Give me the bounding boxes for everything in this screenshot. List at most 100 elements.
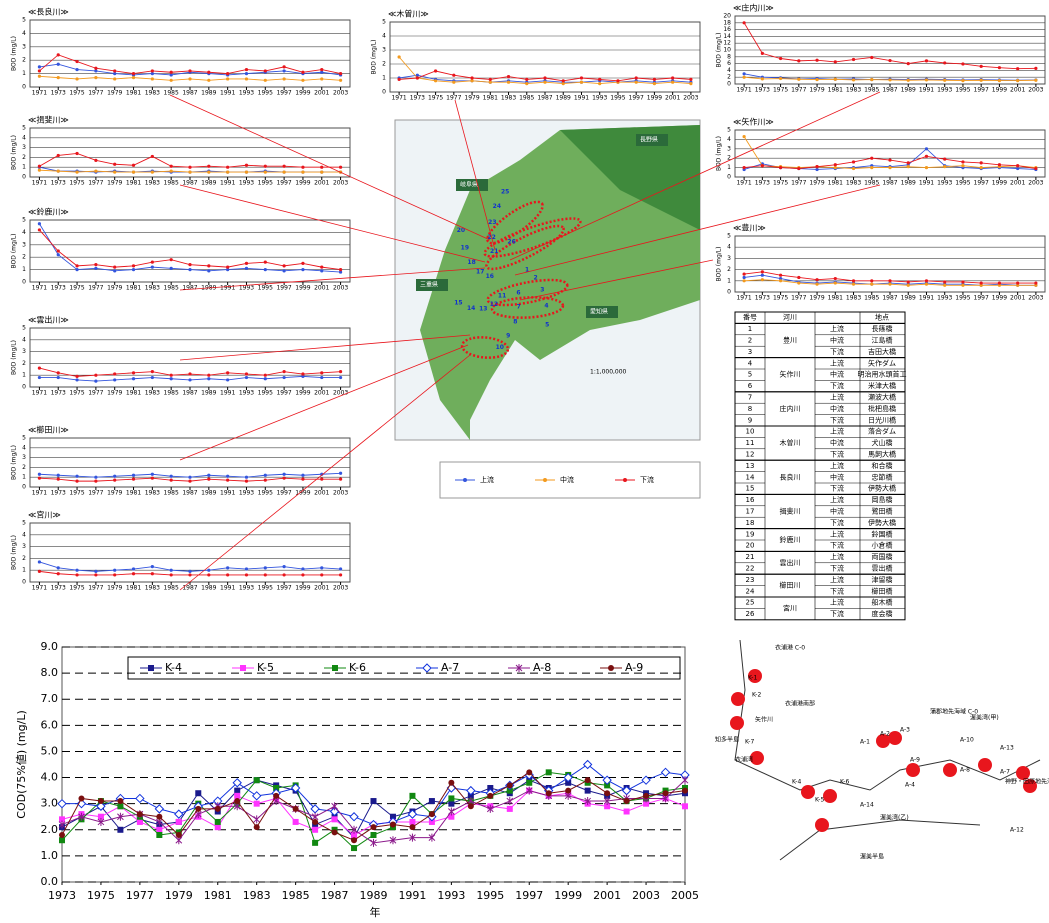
y-tick-label: 2.0 (41, 823, 59, 836)
x-tick-label: 1979 (107, 490, 122, 497)
data-point (370, 838, 377, 847)
data-point (207, 264, 211, 268)
data-point (961, 280, 965, 284)
data-point (833, 166, 837, 170)
y-tick-label: 4 (22, 531, 26, 538)
data-point (641, 775, 651, 785)
data-point (282, 370, 286, 374)
basin-outline (483, 217, 582, 258)
data-point (448, 807, 455, 816)
data-point (350, 825, 358, 834)
y-tick-label: 5 (22, 325, 26, 332)
legend-marker (543, 478, 547, 482)
x-tick-label: 1995 (258, 90, 273, 97)
y-tick-label: 2 (22, 254, 26, 261)
data-point (113, 269, 117, 273)
x-tick-label: 1993 (239, 180, 254, 187)
data-point (338, 471, 343, 475)
data-point (997, 283, 1002, 287)
y-tick-label: 9.0 (41, 640, 59, 653)
table-station: 伊勢大橋 (868, 484, 896, 493)
x-tick-label: 1991 (919, 180, 934, 187)
station-number: 15 (454, 300, 462, 307)
data-point (452, 73, 456, 77)
data-point (150, 154, 154, 159)
table-no: 17 (746, 508, 755, 516)
table-no: 24 (746, 587, 755, 595)
data-point (888, 58, 892, 63)
x-tick-label: 1971 (391, 95, 406, 102)
station-dot (748, 669, 762, 683)
x-tick-label: 2001 (314, 390, 329, 397)
legend-marker (240, 665, 246, 671)
table-no: 2 (748, 337, 752, 345)
x-tick-label: 1987 (182, 285, 197, 292)
legend-marker (608, 665, 614, 671)
data-point (263, 573, 267, 577)
x-tick-label: 2001 (314, 90, 329, 97)
x-tick-label: 1999 (295, 585, 310, 592)
x-tick-label: 1997 (276, 90, 291, 97)
chart-title: ≪庄内川≫ (733, 3, 774, 13)
data-point (188, 378, 192, 382)
data-point (226, 165, 230, 169)
table-reach: 上流 (830, 529, 844, 538)
bay-label: K-7 (745, 739, 754, 746)
x-tick-label: 1973 (48, 889, 76, 902)
x-tick-label: 1999 (554, 889, 582, 902)
data-point (188, 170, 192, 174)
y-axis-label: BOD (mg/L) (11, 445, 18, 480)
data-point (58, 820, 66, 829)
bay-label: 衣浦湾 (735, 756, 753, 764)
data-point (150, 170, 154, 174)
data-point (56, 375, 60, 380)
data-point (37, 228, 42, 232)
x-tick-label: 1987 (182, 585, 197, 592)
data-point (244, 475, 249, 479)
data-point (226, 474, 230, 478)
y-tick-label: 6 (727, 60, 731, 67)
data-point (301, 268, 305, 272)
data-point (56, 473, 60, 477)
data-point (150, 472, 154, 476)
table-no: 10 (746, 428, 755, 436)
y-tick-label: 2 (22, 360, 26, 367)
x-tick-label: 1971 (32, 90, 47, 97)
data-point (253, 800, 260, 807)
x-tick-label: 1983 (846, 295, 861, 302)
table-station: 犬山橋 (872, 438, 893, 447)
data-point (226, 170, 230, 174)
data-point (433, 69, 438, 73)
data-point (833, 276, 837, 281)
x-tick-label: 1987 (882, 180, 897, 187)
prefecture-label: 長野県 (640, 136, 658, 144)
table-station: 津留橋 (872, 575, 893, 584)
data-point (226, 268, 230, 272)
data-point (169, 258, 173, 262)
x-tick-label: 1981 (483, 95, 498, 102)
data-point (301, 165, 305, 169)
connector (169, 94, 491, 241)
data-point (169, 73, 173, 77)
data-point (634, 76, 638, 80)
table-reach: 中流 (830, 336, 844, 345)
data-point (428, 818, 435, 825)
connector (179, 344, 469, 461)
data-point (263, 373, 267, 377)
data-point (488, 80, 492, 84)
table-no: 8 (748, 405, 752, 413)
x-tick-label: 1981 (126, 390, 141, 397)
x-tick-label: 1983 (145, 585, 160, 592)
x-tick-label: 1985 (864, 87, 879, 94)
data-point (428, 798, 435, 805)
data-point (131, 72, 136, 76)
data-point (1016, 283, 1020, 287)
data-point (169, 377, 173, 381)
data-point (244, 67, 249, 72)
data-point (389, 836, 397, 845)
x-tick-label: 1989 (901, 180, 916, 187)
station-dot (943, 763, 957, 777)
data-point (506, 787, 513, 794)
data-point (207, 377, 211, 381)
x-tick-label: 1983 (846, 87, 861, 94)
